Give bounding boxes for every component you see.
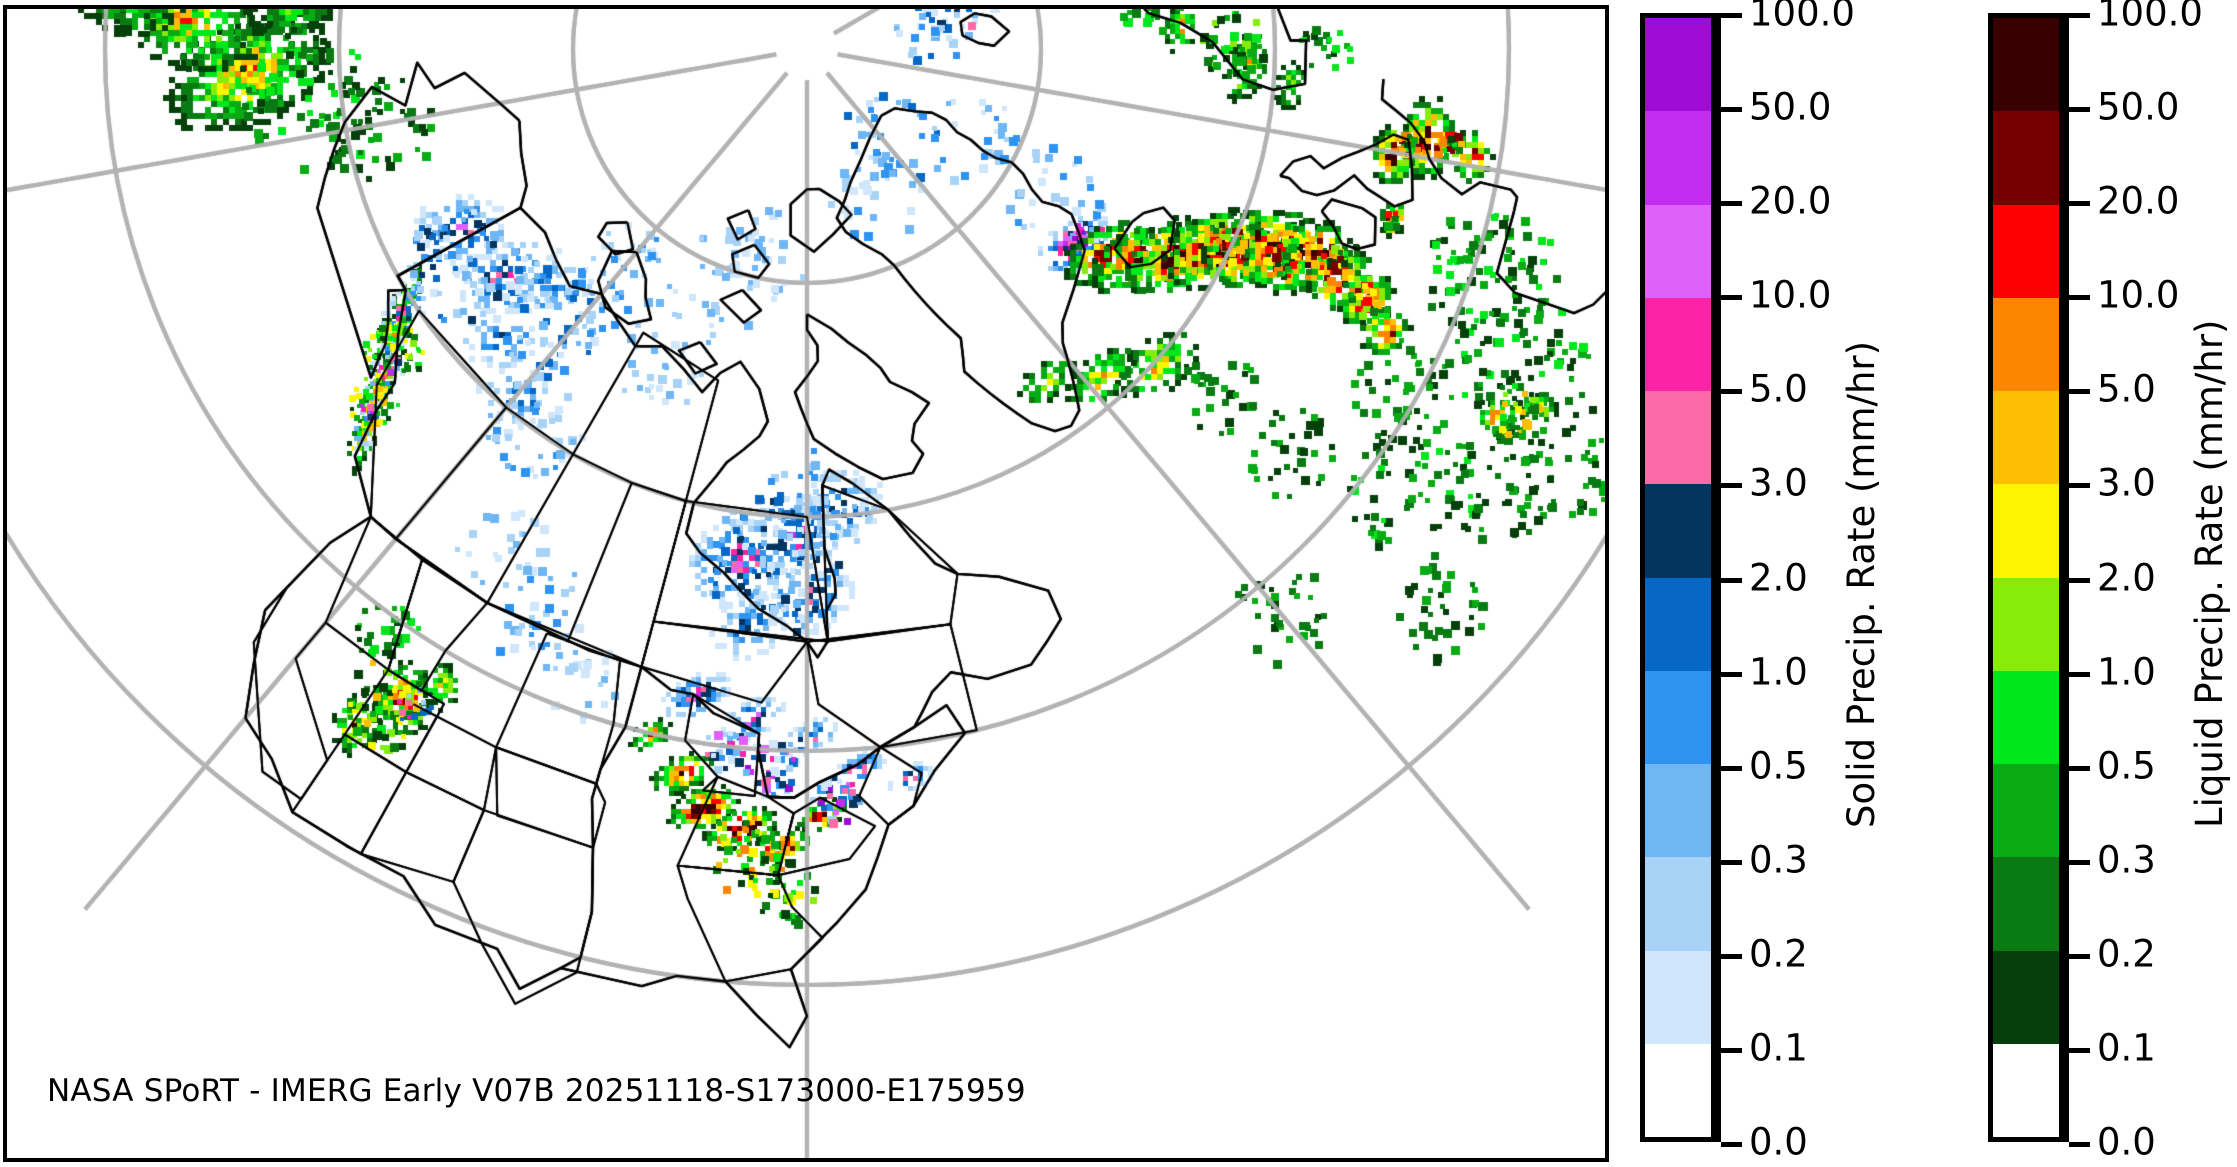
colorbar-tick-label-9: 10.0 [2097, 273, 2180, 317]
colorbar-tick-5 [2069, 671, 2090, 677]
colorbar-tick-2 [2069, 953, 2090, 959]
colorbar-solid-title: Solid Precip. Rate (mm/hr) [1840, 340, 1883, 828]
colorbar-tick-label-2: 0.2 [1749, 932, 1808, 976]
colorbar-tick-7 [1721, 483, 1742, 489]
colorbar-band-8 [1645, 297, 1711, 391]
colorbar-tick-9 [2069, 295, 2090, 301]
colorbar-tick-10 [2069, 201, 2090, 207]
colorbar-tick-12 [2069, 13, 2090, 18]
colorbar-tick-label-3: 0.3 [2097, 838, 2156, 882]
map-caption: NASA SPoRT - IMERG Early V07B 20251118-S… [47, 1073, 1026, 1109]
colorbar-liquid-title: Liquid Precip. Rate (mm/hr) [2188, 319, 2231, 828]
colorbar-tick-label-8: 5.0 [1749, 367, 1808, 411]
colorbar-band-1 [1993, 950, 2059, 1044]
colorbar-tick-0 [1721, 1142, 1742, 1147]
map-canvas[interactable] [7, 9, 1605, 1158]
colorbar-tick-8 [1721, 389, 1742, 395]
colorbar-band-9 [1993, 204, 2059, 298]
colorbar-tick-label-11: 50.0 [1749, 85, 1832, 129]
colorbar-tick-label-5: 1.0 [1749, 650, 1808, 694]
colorbar-tick-3 [2069, 859, 2090, 865]
colorbar-tick-label-8: 5.0 [2097, 367, 2156, 411]
colorbar-band-4 [1993, 670, 2059, 764]
colorbar-tick-9 [1721, 295, 1742, 301]
colorbar-tick-0 [2069, 1142, 2090, 1147]
colorbar-tick-label-4: 0.5 [2097, 744, 2156, 788]
colorbar-tick-label-1: 0.1 [1749, 1026, 1808, 1070]
colorbar-tick-label-12: 100.0 [2097, 0, 2203, 35]
colorbar-band-3 [1993, 764, 2059, 858]
colorbar-band-7 [1645, 391, 1711, 485]
colorbar-band-10 [1993, 111, 2059, 205]
colorbar-tick-1 [1721, 1047, 1742, 1053]
colorbar-tick-label-0: 0.0 [1749, 1120, 1808, 1164]
colorbar-band-5 [1993, 577, 2059, 671]
colorbar-band-5 [1645, 577, 1711, 671]
colorbar-tick-4 [2069, 765, 2090, 771]
colorbar-tick-8 [2069, 389, 2090, 395]
colorbar-band-11 [1993, 18, 2059, 112]
colorbar-liquid-axis: 0.0 0.1 0.2 0.3 0.5 1.0 2.0 3.0 5.0 10.0 20.0 50.0 1… [2064, 0, 2203, 1164]
colorbar-tick-12 [1721, 13, 1742, 18]
colorbar-tick-label-6: 2.0 [1749, 556, 1808, 599]
colorbar-band-9 [1645, 204, 1711, 298]
colorbar-band-2 [1645, 857, 1711, 951]
colorbar-tick-label-1: 0.1 [2097, 1026, 2156, 1070]
colorbar-tick-11 [2069, 107, 2090, 113]
colorbar-band-6 [1645, 484, 1711, 578]
colorbar-liquid-gradient [1988, 13, 2064, 1142]
colorbar-tick-label-6: 2.0 [2097, 556, 2156, 599]
colorbar-band-6 [1993, 484, 2059, 578]
colorbar-band-7 [1993, 391, 2059, 485]
map-panel[interactable]: NASA SPoRT - IMERG Early V07B 20251118-S… [3, 5, 1609, 1162]
colorbar-band-3 [1645, 764, 1711, 858]
colorbar-tick-label-12: 100.0 [1749, 0, 1855, 35]
colorbar-tick-10 [1721, 201, 1742, 207]
colorbar-band-11 [1645, 18, 1711, 112]
colorbar-tick-6 [1721, 577, 1742, 583]
colorbar-solid-gradient [1640, 13, 1716, 1142]
colorbar-solid-axis: 0.0 0.1 0.2 0.3 0.5 1.0 2.0 3.0 5.0 10.0 20.0 50.0 1… [1716, 0, 1855, 1164]
colorbar-band-8 [1993, 297, 2059, 391]
colorbar-band-2 [1993, 857, 2059, 951]
colorbar-tick-label-2: 0.2 [2097, 932, 2156, 976]
colorbar-tick-label-0: 0.0 [2097, 1120, 2156, 1164]
colorbar-band-0 [1993, 1043, 2059, 1137]
colorbar-tick-6 [2069, 577, 2090, 583]
colorbar-tick-4 [1721, 765, 1742, 771]
colorbar-tick-label-9: 10.0 [1749, 273, 1832, 317]
colorbar-band-1 [1645, 950, 1711, 1044]
colorbar-tick-label-7: 3.0 [1749, 461, 1808, 505]
colorbar-tick-2 [1721, 953, 1742, 959]
colorbar-tick-7 [2069, 483, 2090, 489]
colorbar-tick-label-7: 3.0 [2097, 461, 2156, 505]
colorbar-tick-1 [2069, 1047, 2090, 1053]
colorbar-tick-5 [1721, 671, 1742, 677]
colorbar-tick-label-5: 1.0 [2097, 650, 2156, 694]
colorbar-tick-11 [1721, 107, 1742, 113]
colorbar-tick-label-10: 20.0 [1749, 179, 1832, 223]
colorbar-band-4 [1645, 670, 1711, 764]
colorbar-tick-label-3: 0.3 [1749, 838, 1808, 882]
colorbar-band-10 [1645, 111, 1711, 205]
colorbar-tick-label-10: 20.0 [2097, 179, 2180, 223]
colorbar-band-0 [1645, 1043, 1711, 1137]
colorbar-tick-3 [1721, 859, 1742, 865]
colorbar-tick-label-4: 0.5 [1749, 744, 1808, 788]
colorbar-tick-label-11: 50.0 [2097, 85, 2180, 129]
